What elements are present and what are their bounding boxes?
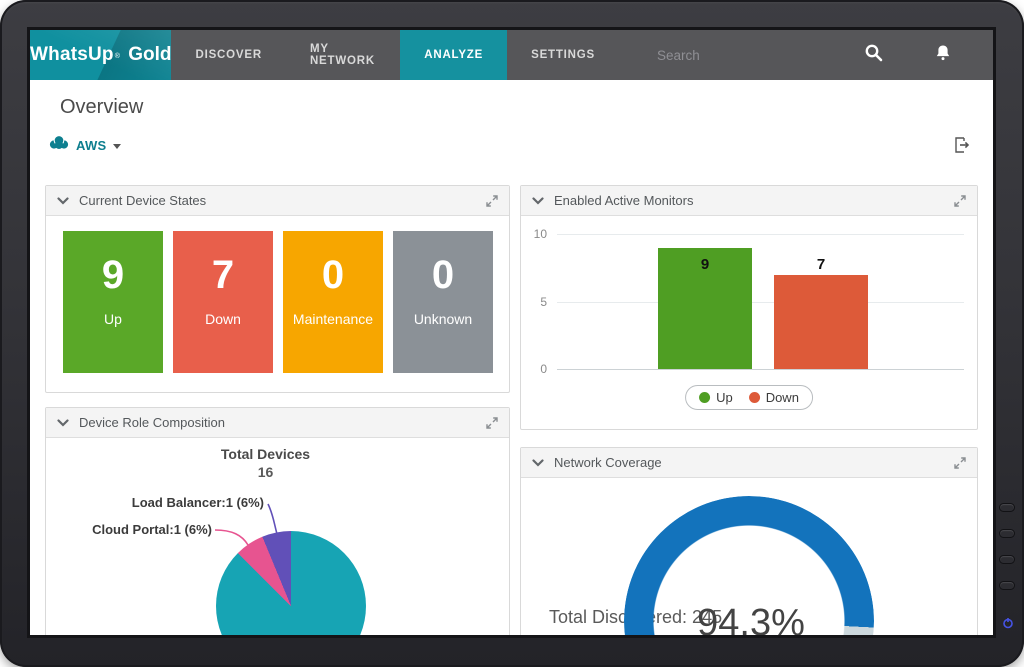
search-icon[interactable]: [864, 43, 883, 67]
nav-item-my-network[interactable]: MY NETWORK: [309, 43, 375, 67]
tile-label: Unknown: [413, 311, 473, 327]
panel-title: Network Coverage: [554, 455, 662, 470]
panel-enabled-active-monitors: Enabled Active Monitors 10 5 0 9 7 Up Do…: [520, 185, 978, 430]
nav-item-discover[interactable]: DISCOVER: [195, 49, 262, 61]
pie-chart: Total Devices 16 Load Balancer:1 (6%) Cl…: [46, 438, 509, 635]
registered-mark: ®: [114, 52, 120, 60]
bezel-button-3: [999, 555, 1015, 564]
tile-down[interactable]: 7 Down: [173, 231, 273, 373]
y-tick-10: 10: [533, 227, 547, 241]
tile-value: 9: [101, 253, 125, 297]
legend-label: Up: [716, 390, 733, 405]
bar-up: [658, 247, 752, 369]
legend-label: Down: [765, 390, 799, 405]
whatsup-gold-logo[interactable]: WhatsUp ® Gold: [30, 30, 172, 80]
coverage-percent: 94.3%: [697, 602, 805, 635]
gridline: [557, 234, 964, 235]
tile-value: 0: [321, 253, 345, 297]
pie-label-load-balancer: Load Balancer:1 (6%): [131, 495, 264, 510]
page-title: Overview: [60, 96, 144, 118]
chart-legend: Up Down: [685, 385, 813, 410]
tile-label: Up: [104, 311, 122, 327]
x-axis-line: [557, 369, 964, 370]
bar-plot-area: 10 5 0 9 7: [521, 216, 977, 376]
collapse-chevron-icon[interactable]: [57, 418, 69, 427]
bar-down: [774, 274, 868, 369]
nav-item-analyze[interactable]: ANALYZE: [400, 30, 508, 80]
pie-title: Total Devices: [220, 446, 311, 462]
panel-header: Network Coverage: [521, 448, 977, 478]
pie-graphic: [216, 531, 366, 635]
tile-up[interactable]: 9 Up: [63, 231, 163, 373]
panel-header: Enabled Active Monitors: [521, 186, 977, 216]
export-button[interactable]: [950, 134, 974, 158]
bar-value-down: 7: [816, 256, 826, 273]
panel-current-device-states: Current Device States 9 Up 7 Down 0 Main…: [45, 185, 510, 393]
bezel-button-1: [999, 503, 1015, 512]
collapse-chevron-icon[interactable]: [532, 458, 544, 467]
tile-unknown[interactable]: 0 Unknown: [393, 231, 493, 373]
tile-value: 0: [431, 253, 455, 297]
screen: WhatsUp ® Gold DISCOVER MY NETWORK ANALYZ…: [30, 30, 993, 635]
panel-title: Current Device States: [79, 193, 207, 208]
gauge-chart: Total Discovered: 245 Monitored: 231 94.…: [521, 478, 977, 635]
bell-icon[interactable]: [935, 44, 951, 66]
device-state-tiles: 9 Up 7 Down 0 Maintenance 0 Unknown: [46, 216, 509, 373]
tile-maintenance[interactable]: 0 Maintenance: [283, 231, 383, 373]
bezel-button-4: [999, 581, 1015, 590]
legend-item-down: Down: [748, 390, 799, 405]
nav-item-settings[interactable]: SETTINGS: [531, 49, 595, 61]
panel-device-role-composition: Device Role Composition Total Devices 16…: [45, 407, 510, 635]
y-tick-5: 5: [540, 295, 547, 309]
scope-selector[interactable]: AWS: [48, 135, 121, 155]
monitored-text: Monitored: 231: [549, 633, 669, 635]
tile-value: 7: [211, 253, 235, 297]
tile-label: Maintenance: [292, 311, 374, 327]
gridline: [557, 302, 964, 303]
pie-label-cloud-portal: Cloud Portal:1 (6%): [92, 522, 212, 537]
cloud-icon: [48, 135, 70, 155]
expand-icon[interactable]: [486, 416, 498, 429]
expand-icon[interactable]: [954, 194, 966, 207]
expand-icon[interactable]: [954, 456, 966, 469]
bar-value-up: 9: [700, 256, 710, 273]
collapse-chevron-icon[interactable]: [532, 196, 544, 205]
collapse-chevron-icon[interactable]: [57, 196, 69, 205]
panel-header: Device Role Composition: [46, 408, 509, 438]
logo-text-2: Gold: [128, 44, 172, 65]
panel-title: Device Role Composition: [79, 415, 225, 430]
top-navbar: WhatsUp ® Gold DISCOVER MY NETWORK ANALYZ…: [30, 30, 993, 80]
legend-dot-down: [748, 392, 760, 403]
y-tick-0: 0: [540, 362, 547, 376]
pie-total: 16: [257, 464, 274, 480]
legend-item-up: Up: [699, 390, 733, 405]
expand-icon[interactable]: [486, 194, 498, 207]
search-input[interactable]: [657, 47, 792, 63]
chevron-down-icon: [112, 143, 121, 149]
panel-network-coverage: Network Coverage Total Discovered: 245 M…: [520, 447, 978, 635]
tile-label: Down: [205, 311, 241, 327]
power-led-icon: [1002, 616, 1014, 629]
bar-chart: 10 5 0 9 7 Up Down: [521, 216, 977, 430]
legend-dot-up: [699, 392, 711, 403]
scope-label: AWS: [76, 137, 107, 153]
panel-title: Enabled Active Monitors: [554, 193, 694, 208]
panel-header: Current Device States: [46, 186, 509, 216]
bezel-button-2: [999, 529, 1015, 538]
logo-text-1: WhatsUp: [30, 44, 114, 65]
